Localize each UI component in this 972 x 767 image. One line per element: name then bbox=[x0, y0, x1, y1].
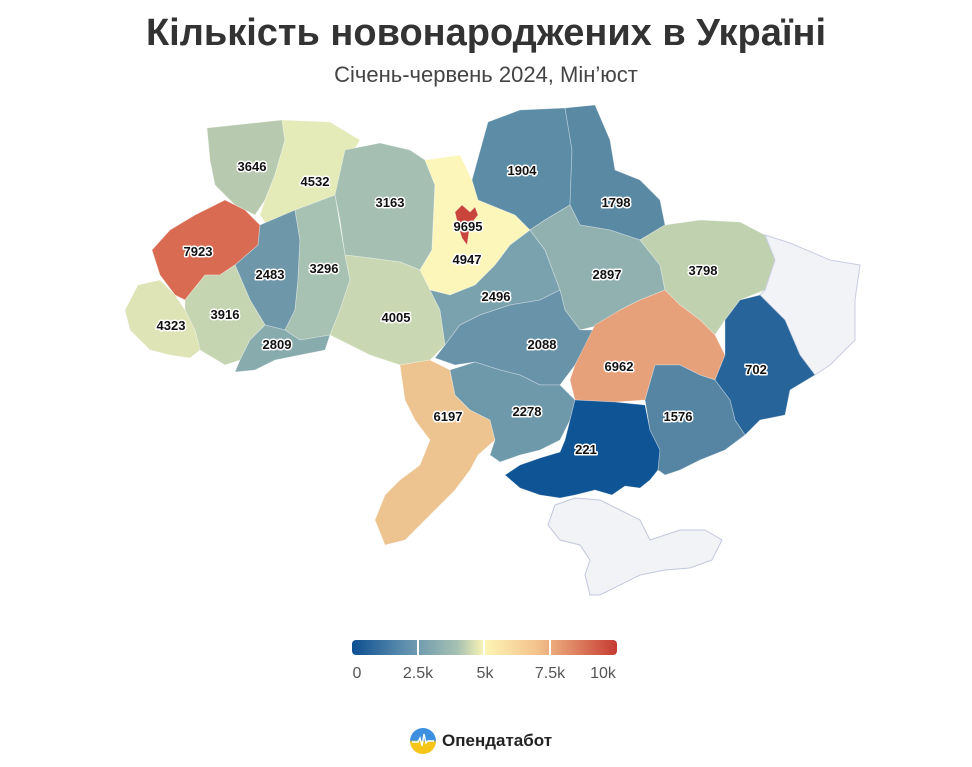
region-mykolaiv[interactable] bbox=[449, 361, 576, 463]
label-odesa: 6197 bbox=[434, 409, 463, 424]
region-donetsk[interactable] bbox=[714, 294, 816, 436]
brand-name: Опендатабот bbox=[442, 731, 553, 750]
page-subtitle: Січень-червень 2024, Мін’юст bbox=[334, 62, 638, 87]
label-donetsk: 702 bbox=[745, 362, 767, 377]
page-title: Кількість новонароджених в Україні bbox=[145, 12, 827, 54]
label-kyiv-city: 9695 bbox=[454, 219, 483, 234]
legend-tick-5k: 5k bbox=[476, 665, 494, 682]
legend-tick-0: 0 bbox=[352, 665, 362, 682]
label-sumy: 1798 bbox=[602, 195, 631, 210]
label-zhytomyr: 3163 bbox=[376, 195, 405, 210]
label-chernihiv: 1904 bbox=[508, 163, 538, 178]
region-sumy[interactable] bbox=[564, 104, 666, 241]
region-zaporizhzhia[interactable] bbox=[644, 364, 746, 476]
label-mykolaiv: 2278 bbox=[513, 404, 542, 419]
legend-labels: 0 2.5k 5k 7.5k 10k bbox=[352, 665, 617, 685]
brand-footer: Опендатабот bbox=[410, 728, 552, 754]
label-kirovohrad: 2088 bbox=[528, 337, 557, 352]
region-chernivtsi[interactable] bbox=[234, 324, 331, 373]
legend-divider bbox=[483, 640, 485, 655]
label-poltava: 2897 bbox=[593, 267, 622, 282]
label-zakarpattia: 4323 bbox=[157, 318, 186, 333]
label-kharkiv: 3798 bbox=[689, 263, 718, 278]
label-vinnytsia: 4005 bbox=[382, 310, 411, 325]
label-khmelnytskyi: 3296 bbox=[310, 261, 339, 276]
label-rivne: 4532 bbox=[301, 174, 330, 189]
label-ivano-frankivsk: 3916 bbox=[211, 307, 240, 322]
region-crimea[interactable] bbox=[547, 497, 723, 596]
opendatabot-logo-icon bbox=[410, 728, 436, 754]
color-legend: 0 2.5k 5k 7.5k 10k bbox=[352, 640, 617, 685]
label-lviv: 7923 bbox=[184, 244, 213, 259]
legend-gradient-bar bbox=[352, 640, 617, 655]
region-kyiv-city[interactable] bbox=[454, 204, 479, 247]
label-dnipro: 6962 bbox=[605, 359, 634, 374]
label-zaporizhzhia: 1576 bbox=[664, 409, 693, 424]
legend-tick-10k: 10k bbox=[590, 665, 616, 682]
legend-divider bbox=[417, 640, 419, 655]
label-kherson: 221 bbox=[575, 442, 597, 457]
label-chernivtsi: 2809 bbox=[263, 337, 292, 352]
label-ternopil: 2483 bbox=[256, 267, 285, 282]
legend-divider bbox=[549, 640, 551, 655]
region-luhansk[interactable] bbox=[759, 234, 861, 376]
legend-tick-7-5k: 7.5k bbox=[534, 665, 566, 682]
label-volyn: 3646 bbox=[238, 159, 267, 174]
label-kyiv-oblast: 4947 bbox=[453, 252, 482, 267]
label-cherkasy: 2496 bbox=[482, 289, 511, 304]
legend-tick-2-5k: 2.5k bbox=[402, 665, 434, 682]
